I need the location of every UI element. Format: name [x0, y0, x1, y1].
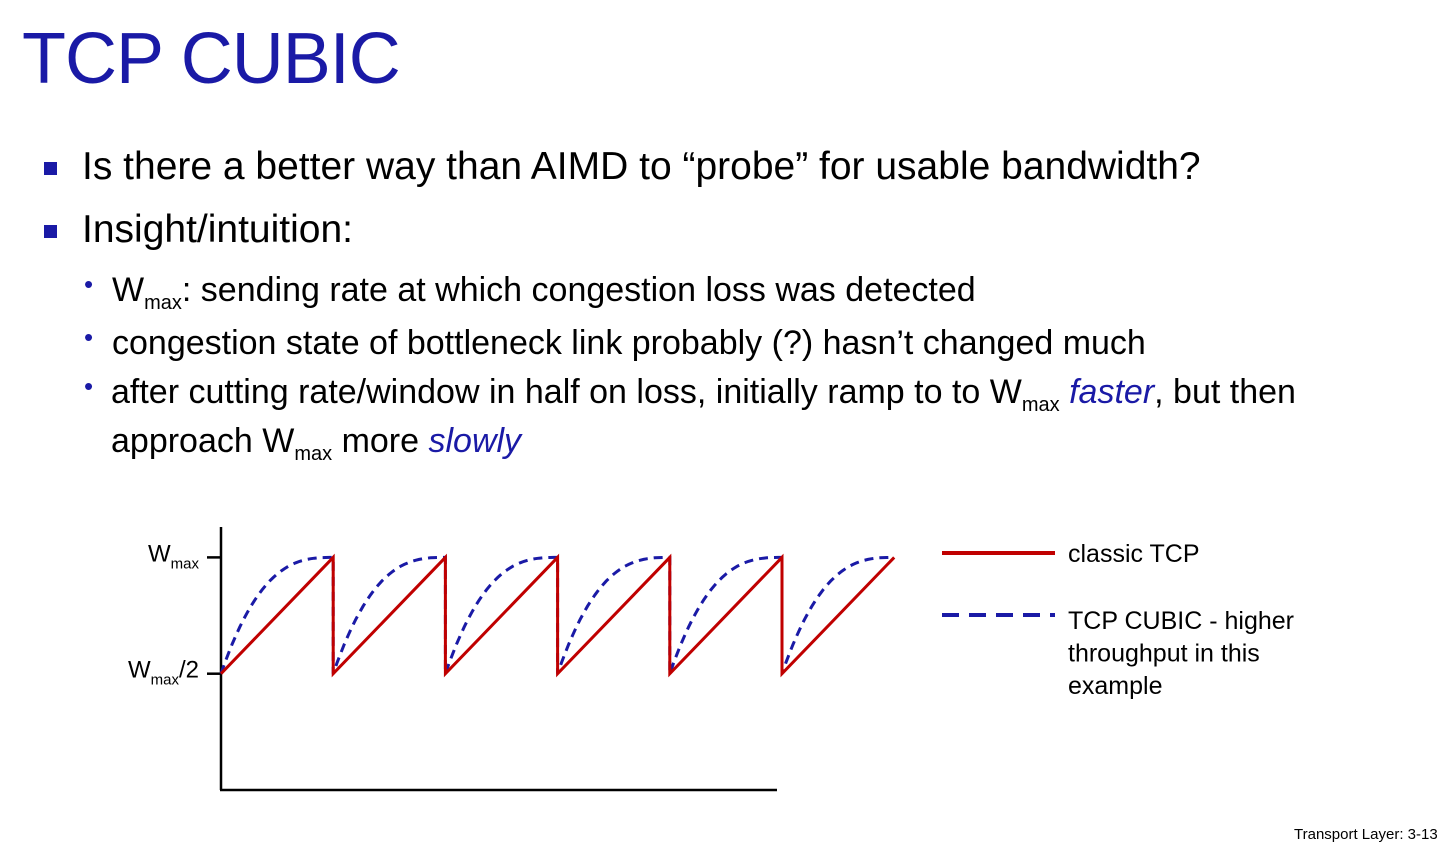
emphasis-faster: faster	[1069, 373, 1155, 411]
wmax-sub: max	[144, 292, 182, 314]
sub-bullet-3-text-d: more	[332, 422, 429, 460]
wmax-sub: max	[294, 443, 333, 465]
legend-label-tcp-cubic: example	[1068, 672, 1163, 700]
sub-bullet-3-text-a: after cutting rate/window in half on los…	[111, 373, 1022, 411]
wmax-sub: max	[1021, 394, 1060, 416]
sub-bullet-3-text-b: , but then	[1154, 373, 1296, 411]
sub-bullet-3-text-c: approach W	[111, 422, 295, 460]
dot-bullet-icon: •	[84, 371, 94, 401]
y-tick-label: Wmax/2	[128, 657, 199, 689]
series-classic-tcp-line	[219, 553, 896, 678]
y-tick-label: Wmax	[148, 540, 199, 572]
wmax-w: W	[112, 271, 145, 309]
legend-label-tcp-cubic: throughput in this	[1068, 640, 1260, 668]
bullet-1-text: Is there a better way than AIMD to “prob…	[82, 145, 1201, 188]
square-bullet-icon	[44, 225, 57, 238]
sub-bullet-1-text: : sending rate at which congestion loss …	[181, 271, 976, 309]
dot-bullet-icon: •	[84, 269, 94, 299]
bullet-2-text: Insight/intuition:	[82, 208, 354, 251]
legend-label-tcp-cubic: TCP CUBIC - higher	[1068, 607, 1294, 635]
sub-bullet-2-text: congestion state of bottleneck link prob…	[112, 324, 1146, 362]
slide-title: TCP CUBIC	[22, 19, 401, 99]
footer-page-label: Transport Layer: 3-13	[1294, 826, 1438, 843]
dot-bullet-icon: •	[84, 322, 94, 352]
legend-label-classic-tcp: classic TCP	[1068, 540, 1200, 568]
emphasis-slowly: slowly	[428, 422, 522, 460]
square-bullet-icon	[44, 162, 57, 175]
